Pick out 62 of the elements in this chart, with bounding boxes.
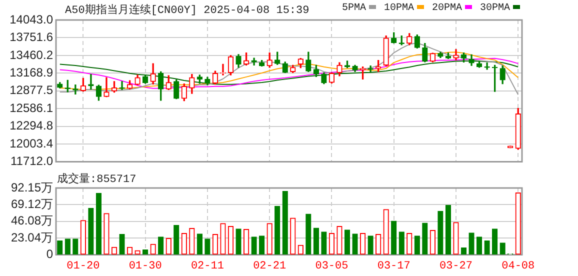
bar [204, 238, 210, 255]
x-tick-label: 01-30 [128, 260, 162, 272]
bar [64, 238, 70, 255]
bar [500, 242, 506, 255]
bar [398, 232, 404, 255]
y-tick-label: 23.04万 [10, 230, 53, 244]
bar [414, 236, 420, 255]
y-tick-label: 12877.5 [10, 83, 54, 98]
y-tick-label: 0 [46, 247, 54, 262]
candlestick [220, 64, 226, 76]
bar [484, 240, 490, 255]
bar [321, 232, 327, 255]
chart-title: A50期指当月连续[CN00Y] 2025-04-08 15:39 [65, 3, 310, 17]
y-tick-label: 46.08万 [10, 214, 53, 228]
legend-label: 5PMA [342, 3, 367, 14]
bar [236, 228, 242, 255]
bar [282, 190, 288, 255]
bar [274, 206, 280, 255]
y-tick-label: 13751.6 [10, 30, 54, 44]
bar [422, 222, 428, 255]
y-tick-label: 14043.0 [10, 12, 54, 26]
x-tick-label: 01-20 [66, 260, 100, 272]
x-tick-label: 02-11 [190, 260, 224, 272]
bar [196, 234, 203, 255]
bar [119, 234, 125, 255]
bar [306, 214, 312, 255]
chart-title: 成交量:855717 [57, 172, 136, 186]
y-tick-label: 13168.9 [10, 65, 54, 80]
bar [445, 204, 452, 255]
x-tick-label: 04-08 [502, 260, 535, 272]
bar [72, 238, 78, 255]
y-tick-label: 11712.0 [10, 154, 54, 168]
y-tick-label: 12586.1 [10, 100, 54, 115]
legend-label: 30PMA [480, 3, 511, 14]
bar [158, 236, 164, 255]
bar [476, 236, 482, 255]
bar [391, 220, 397, 255]
bar [313, 228, 320, 255]
bar [251, 236, 257, 255]
bar [174, 225, 180, 255]
bar [492, 228, 498, 255]
bar [88, 208, 94, 255]
y-tick-label: 12003.4 [10, 136, 54, 150]
bar [57, 240, 63, 255]
y-tick-label: 12294.8 [10, 118, 54, 133]
legend-label: 20PMA [432, 3, 463, 14]
x-tick-label: 02-21 [253, 260, 286, 272]
bar [344, 230, 350, 255]
y-tick-label: 69.12万 [10, 197, 53, 212]
x-tick-label: 03-27 [439, 260, 472, 272]
bar [258, 236, 265, 255]
bar [438, 210, 444, 255]
x-tick-label: 03-05 [315, 260, 348, 272]
bar [368, 236, 374, 255]
bar [352, 234, 358, 255]
y-tick-label: 13460.2 [10, 48, 54, 62]
y-tick-label: 92.15万 [10, 180, 53, 194]
bar [96, 192, 102, 255]
legend-label: 10PMA [384, 3, 415, 14]
x-tick-label: 03-17 [377, 260, 410, 272]
bar [468, 232, 474, 255]
candlestick [119, 81, 125, 90]
